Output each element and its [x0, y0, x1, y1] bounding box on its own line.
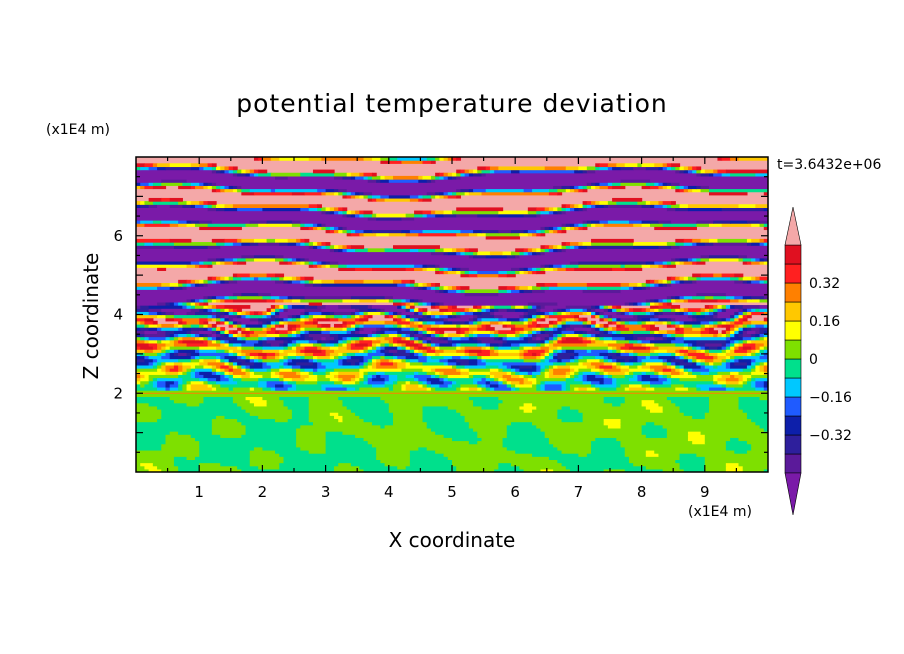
y-tick-label: 2 [113, 384, 123, 402]
colorbar-swatch [784, 453, 802, 474]
heatmap-field [136, 157, 768, 472]
colorbar-under-arrow [784, 472, 802, 516]
colorbar-tick-label: 0 [809, 352, 818, 368]
x-tick-label: 5 [447, 483, 457, 501]
colorbar-swatch [784, 339, 802, 360]
x-tick-label: 6 [510, 483, 520, 501]
colorbar-tick-label: 0.16 [809, 314, 840, 330]
colorbar-swatch [784, 282, 802, 303]
x-tick-label: 8 [637, 483, 647, 501]
colorbar-tick-label: −0.16 [809, 390, 852, 406]
y-tick-label: 6 [113, 227, 123, 245]
y-unit-label: (x1E4 m) [46, 122, 110, 138]
y-axis-title: Z coordinate [79, 253, 103, 380]
x-unit-label: (x1E4 m) [688, 504, 752, 520]
colorbar-swatch [784, 320, 802, 341]
y-tick-label: 4 [113, 306, 123, 324]
colorbar-swatch [784, 358, 802, 379]
colorbar-swatch [784, 244, 802, 265]
colorbar-swatch [784, 377, 802, 398]
x-tick-label: 2 [258, 483, 268, 501]
colorbar-swatch [784, 301, 802, 322]
colorbar-swatch [784, 396, 802, 417]
chart-title: potential temperature deviation [236, 89, 667, 118]
x-tick-label: 3 [321, 483, 331, 501]
colorbar-swatch [784, 434, 802, 455]
x-tick-label: 1 [194, 483, 204, 501]
colorbar-swatch [784, 263, 802, 284]
x-tick-label: 7 [574, 483, 584, 501]
colorbar-over-arrow [784, 206, 802, 246]
colorbar: 0.32 0.16 0 −0.16 −0.32 [784, 206, 852, 516]
colorbar-tick-label: 0.32 [809, 276, 840, 292]
x-axis-title: X coordinate [389, 528, 516, 552]
x-axis: 1 2 3 4 5 6 7 8 9 [167, 157, 738, 501]
colorbar-swatch [784, 415, 802, 436]
time-label: t=3.6432e+06 [777, 157, 881, 173]
x-tick-label: 9 [700, 483, 710, 501]
x-tick-label: 4 [384, 483, 394, 501]
y-axis: 2 4 6 [113, 176, 768, 453]
colorbar-tick-label: −0.32 [809, 428, 852, 444]
